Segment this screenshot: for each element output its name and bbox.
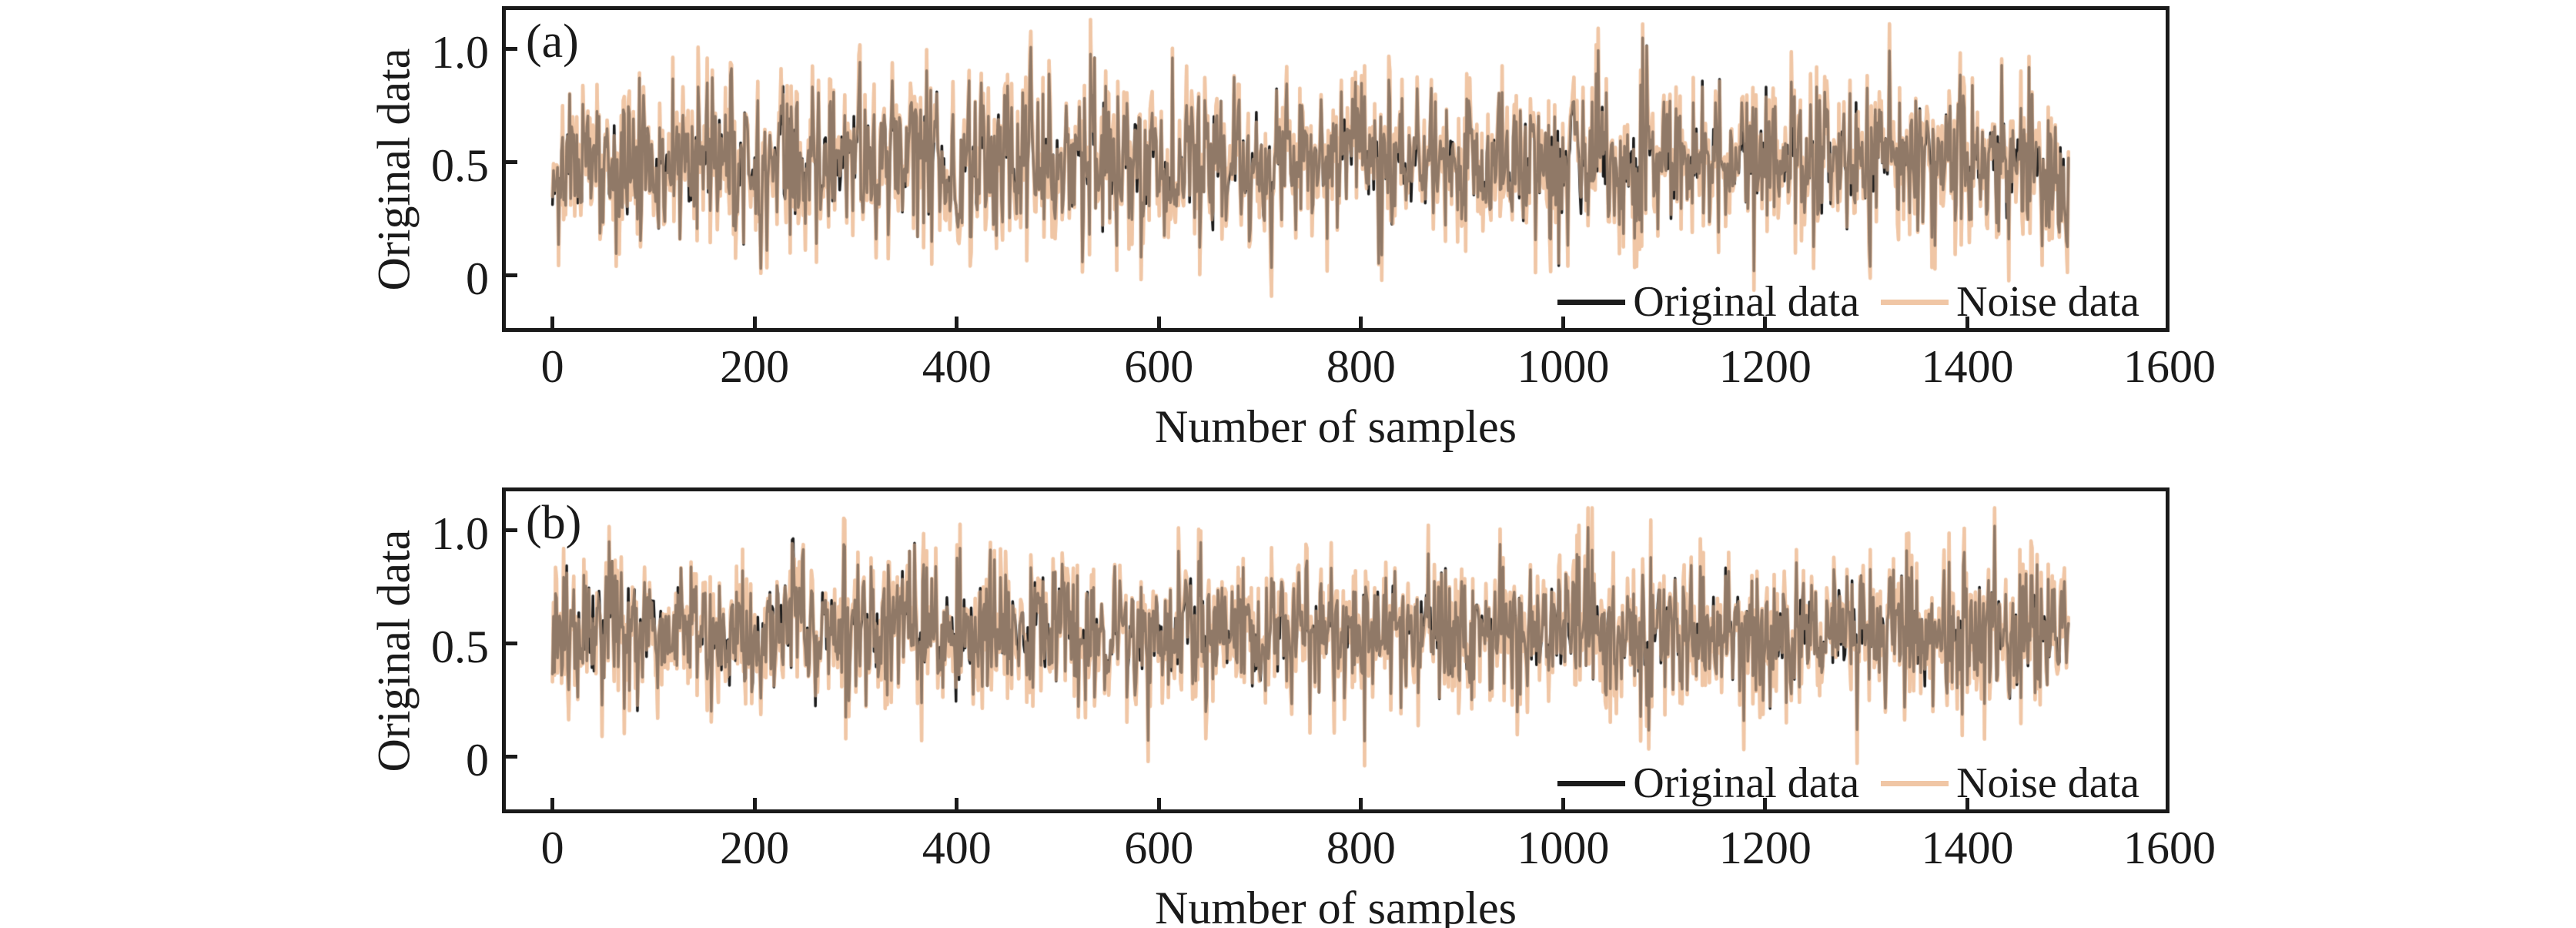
legend-line-noise-icon bbox=[1881, 780, 1949, 786]
x-tick-mark bbox=[550, 798, 555, 809]
y-tick-mark bbox=[506, 642, 517, 646]
x-tick-label: 1200 bbox=[1718, 341, 1812, 392]
x-tick-mark bbox=[1156, 317, 1161, 328]
y-tick-label: 1.0 bbox=[431, 508, 489, 559]
legend-item-original-a: Original data bbox=[1557, 280, 1859, 323]
legend-label-noise-b: Noise data bbox=[1956, 759, 2139, 807]
y-tick-mark bbox=[506, 47, 517, 52]
panel-tag-b: (b) bbox=[526, 497, 582, 549]
x-tick-label: 0 bbox=[540, 822, 564, 873]
y-tick-label: 0 bbox=[466, 734, 489, 786]
x-tick-label: 800 bbox=[1326, 822, 1396, 873]
legend-line-original-icon bbox=[1557, 299, 1626, 305]
x-tick-label: 800 bbox=[1326, 341, 1396, 392]
x-tick-label: 1600 bbox=[2123, 341, 2216, 392]
plot-area-b: (b) Original data Noise data bbox=[502, 487, 2170, 813]
x-tick-mark bbox=[1965, 317, 1969, 328]
x-tick-mark bbox=[550, 317, 555, 328]
x-tick-label: 1000 bbox=[1517, 341, 1610, 392]
x-tick-label: 0 bbox=[540, 341, 564, 392]
legend-b: Original data Noise data bbox=[1557, 762, 2139, 805]
legend-a: Original data Noise data bbox=[1557, 280, 2139, 323]
x-tick-label: 600 bbox=[1124, 822, 1194, 873]
legend-line-noise-icon bbox=[1881, 299, 1949, 305]
x-tick-label: 1000 bbox=[1517, 822, 1610, 873]
x-axis-title-b: Number of samples bbox=[1155, 883, 1517, 928]
y-tick-mark bbox=[506, 160, 517, 165]
legend-item-original-b: Original data bbox=[1557, 762, 1859, 805]
x-tick-mark bbox=[1359, 798, 1363, 809]
x-tick-mark bbox=[752, 317, 757, 328]
x-tick-mark bbox=[955, 317, 959, 328]
x-tick-mark bbox=[1156, 798, 1161, 809]
legend-label-original-a: Original data bbox=[1633, 278, 1860, 326]
legend-item-noise-a: Noise data bbox=[1881, 280, 2139, 323]
x-tick-mark bbox=[1965, 798, 1969, 809]
x-tick-mark bbox=[1763, 317, 1768, 328]
x-tick-label: 400 bbox=[922, 341, 992, 392]
y-tick-label: 1.0 bbox=[431, 26, 489, 78]
y-tick-mark bbox=[506, 755, 517, 759]
x-tick-mark bbox=[1359, 317, 1363, 328]
y-tick-label: 0 bbox=[466, 253, 489, 304]
x-tick-label: 600 bbox=[1124, 341, 1194, 392]
legend-line-original-icon bbox=[1557, 780, 1626, 786]
x-tick-label: 200 bbox=[720, 822, 790, 873]
series-canvas-a bbox=[506, 10, 2166, 328]
legend-label-original-b: Original data bbox=[1633, 759, 1860, 807]
x-tick-label: 200 bbox=[720, 341, 790, 392]
x-tick-mark bbox=[1561, 798, 1565, 809]
legend-item-noise-b: Noise data bbox=[1881, 762, 2139, 805]
series-canvas-b bbox=[506, 491, 2166, 809]
legend-label-noise-a: Noise data bbox=[1956, 278, 2139, 326]
x-tick-label: 1200 bbox=[1718, 822, 1812, 873]
x-tick-mark bbox=[1763, 798, 1768, 809]
y-tick-mark bbox=[506, 528, 517, 533]
x-tick-mark bbox=[752, 798, 757, 809]
panel-tag-a: (a) bbox=[526, 15, 579, 68]
y-tick-label: 0.5 bbox=[431, 139, 489, 191]
plot-area-a: (a) Original data Noise data bbox=[502, 6, 2170, 332]
x-tick-label: 1400 bbox=[1921, 822, 2014, 873]
x-axis-title-a: Number of samples bbox=[1155, 401, 1517, 452]
x-tick-label: 1600 bbox=[2123, 822, 2216, 873]
x-tick-label: 400 bbox=[922, 822, 992, 873]
y-tick-mark bbox=[506, 273, 517, 278]
x-tick-label: 1400 bbox=[1921, 341, 2014, 392]
x-tick-mark bbox=[955, 798, 959, 809]
y-tick-label: 0.5 bbox=[431, 621, 489, 672]
x-tick-mark bbox=[1561, 317, 1565, 328]
